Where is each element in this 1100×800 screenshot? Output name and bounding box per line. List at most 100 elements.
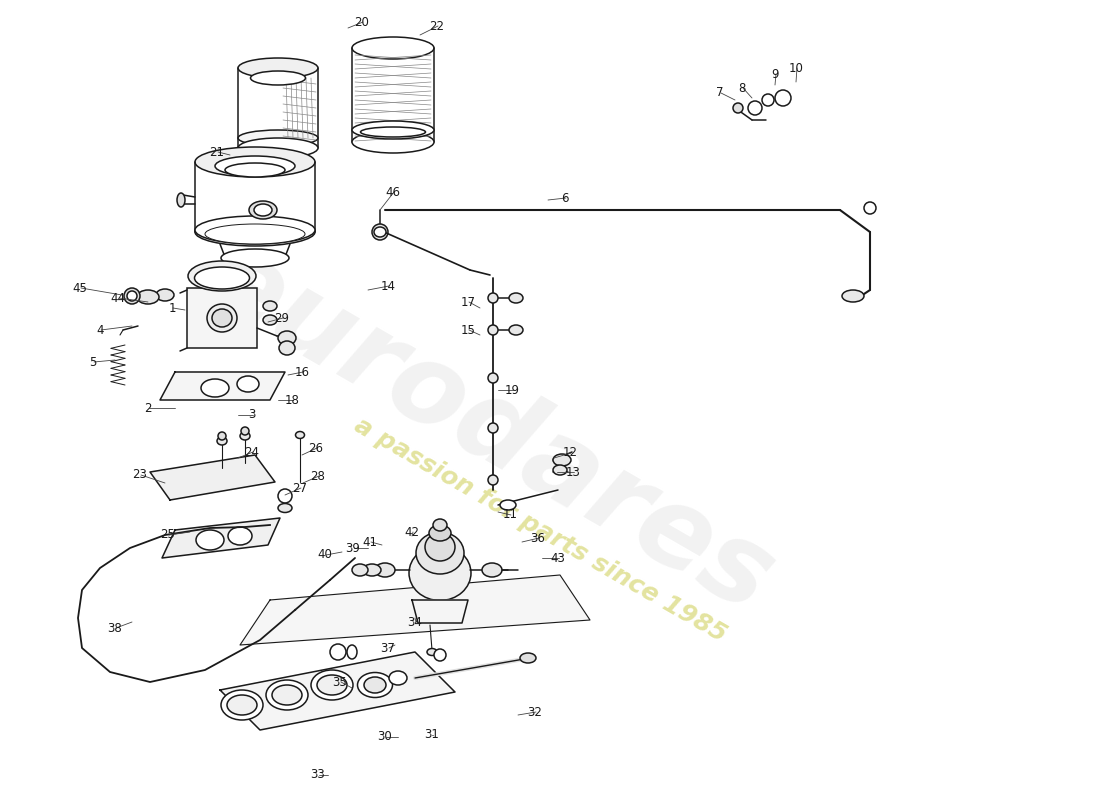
Text: a passion for parts since 1985: a passion for parts since 1985 bbox=[350, 414, 730, 646]
Ellipse shape bbox=[221, 690, 263, 720]
Ellipse shape bbox=[212, 309, 232, 327]
Ellipse shape bbox=[520, 653, 536, 663]
Ellipse shape bbox=[124, 288, 140, 304]
Ellipse shape bbox=[317, 675, 346, 695]
Text: 30: 30 bbox=[377, 730, 393, 743]
Ellipse shape bbox=[363, 564, 381, 576]
Polygon shape bbox=[240, 575, 590, 645]
Ellipse shape bbox=[263, 315, 277, 325]
Ellipse shape bbox=[375, 563, 395, 577]
Ellipse shape bbox=[278, 503, 292, 513]
Circle shape bbox=[776, 90, 791, 106]
Circle shape bbox=[278, 489, 292, 503]
Ellipse shape bbox=[263, 301, 277, 311]
Circle shape bbox=[372, 224, 388, 240]
Ellipse shape bbox=[126, 291, 138, 301]
Text: 38: 38 bbox=[108, 622, 122, 634]
Ellipse shape bbox=[156, 289, 174, 301]
Text: 33: 33 bbox=[310, 769, 326, 782]
Ellipse shape bbox=[177, 193, 185, 207]
Text: 34: 34 bbox=[408, 615, 422, 629]
Ellipse shape bbox=[238, 58, 318, 78]
Ellipse shape bbox=[352, 131, 434, 153]
Ellipse shape bbox=[500, 500, 516, 510]
Ellipse shape bbox=[251, 71, 306, 85]
Circle shape bbox=[733, 103, 742, 113]
Ellipse shape bbox=[509, 325, 522, 335]
Text: 14: 14 bbox=[381, 279, 396, 293]
Text: 41: 41 bbox=[363, 535, 377, 549]
Polygon shape bbox=[150, 455, 275, 500]
Text: 17: 17 bbox=[461, 295, 475, 309]
Text: 7: 7 bbox=[716, 86, 724, 99]
Text: 3: 3 bbox=[249, 409, 255, 422]
Ellipse shape bbox=[842, 290, 864, 302]
Ellipse shape bbox=[254, 204, 272, 216]
Ellipse shape bbox=[482, 563, 502, 577]
Text: 10: 10 bbox=[789, 62, 803, 74]
Text: 5: 5 bbox=[89, 355, 97, 369]
Ellipse shape bbox=[195, 147, 315, 177]
Bar bbox=[187, 288, 257, 348]
Ellipse shape bbox=[346, 645, 358, 659]
Ellipse shape bbox=[218, 432, 226, 440]
Circle shape bbox=[488, 475, 498, 485]
Text: 8: 8 bbox=[738, 82, 746, 94]
Text: 45: 45 bbox=[73, 282, 87, 294]
Ellipse shape bbox=[241, 427, 249, 435]
Text: 16: 16 bbox=[295, 366, 309, 378]
Circle shape bbox=[434, 649, 446, 661]
Circle shape bbox=[488, 325, 498, 335]
Ellipse shape bbox=[389, 671, 407, 685]
Polygon shape bbox=[160, 372, 285, 400]
Ellipse shape bbox=[352, 37, 434, 59]
Ellipse shape bbox=[201, 379, 229, 397]
Text: 39: 39 bbox=[345, 542, 361, 554]
Ellipse shape bbox=[214, 156, 295, 176]
Ellipse shape bbox=[195, 216, 315, 244]
Ellipse shape bbox=[227, 695, 257, 715]
Ellipse shape bbox=[226, 163, 285, 177]
Ellipse shape bbox=[509, 293, 522, 303]
Circle shape bbox=[748, 101, 762, 115]
Ellipse shape bbox=[240, 432, 250, 440]
Ellipse shape bbox=[266, 680, 308, 710]
Circle shape bbox=[330, 644, 346, 660]
Text: 15: 15 bbox=[461, 323, 475, 337]
Text: 20: 20 bbox=[354, 15, 370, 29]
Ellipse shape bbox=[429, 525, 451, 541]
Ellipse shape bbox=[236, 376, 258, 392]
Text: 31: 31 bbox=[425, 729, 439, 742]
Text: 2: 2 bbox=[144, 402, 152, 414]
Circle shape bbox=[762, 94, 774, 106]
Text: 11: 11 bbox=[503, 509, 517, 522]
Polygon shape bbox=[162, 518, 280, 558]
Text: eurodares: eurodares bbox=[188, 225, 792, 635]
Text: 18: 18 bbox=[285, 394, 299, 406]
Text: 44: 44 bbox=[110, 291, 125, 305]
Ellipse shape bbox=[238, 130, 318, 146]
Ellipse shape bbox=[361, 127, 426, 137]
Text: 36: 36 bbox=[530, 531, 546, 545]
Ellipse shape bbox=[409, 546, 471, 601]
Ellipse shape bbox=[553, 465, 566, 475]
Polygon shape bbox=[220, 652, 455, 730]
Ellipse shape bbox=[205, 224, 305, 244]
Text: 35: 35 bbox=[332, 675, 348, 689]
Ellipse shape bbox=[352, 121, 434, 139]
Ellipse shape bbox=[433, 519, 447, 531]
Ellipse shape bbox=[425, 533, 455, 561]
Text: 4: 4 bbox=[97, 323, 103, 337]
Circle shape bbox=[864, 202, 876, 214]
Text: 13: 13 bbox=[565, 466, 581, 478]
Ellipse shape bbox=[207, 304, 236, 332]
Ellipse shape bbox=[221, 249, 289, 267]
Text: 23: 23 bbox=[133, 469, 147, 482]
Text: 42: 42 bbox=[405, 526, 419, 538]
Ellipse shape bbox=[352, 564, 368, 576]
Text: 12: 12 bbox=[562, 446, 578, 459]
Ellipse shape bbox=[272, 685, 302, 705]
Text: 43: 43 bbox=[551, 551, 565, 565]
Ellipse shape bbox=[228, 527, 252, 545]
Text: 21: 21 bbox=[209, 146, 224, 158]
